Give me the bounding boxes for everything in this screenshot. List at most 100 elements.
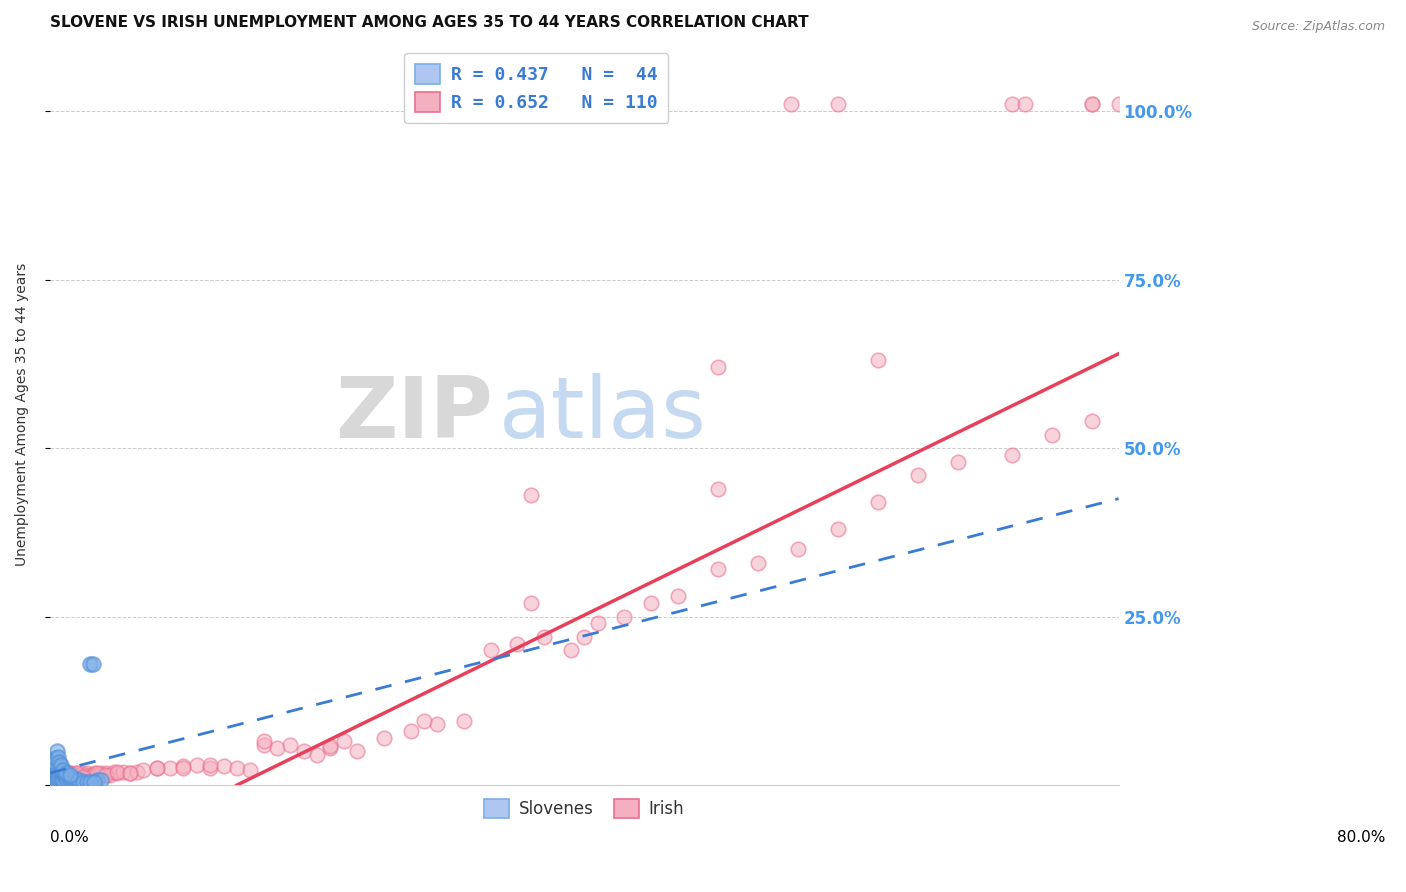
Point [91,768,114,782]
Point [53,766,76,780]
Point [59,772,82,787]
Legend: Slovenes, Irish: Slovenes, Irish [477,792,692,825]
Point [49,766,72,780]
Point [186,757,208,772]
Point [868,353,890,368]
Point [533,630,555,644]
Point [56,770,79,784]
Point [105,766,128,780]
Point [46,768,69,782]
Point [45,766,67,780]
Point [44,770,66,784]
Point [52,772,75,787]
Point [44,768,66,782]
Point [63,768,86,782]
Point [426,717,449,731]
Point [225,761,247,775]
Point [45,772,67,787]
Point [45,772,67,787]
Point [118,766,141,780]
Point [48,764,70,779]
Point [574,630,596,644]
Point [65,772,87,787]
Point [66,768,89,782]
Point [787,542,810,557]
Point [55,768,77,782]
Point [52,770,75,784]
Point [60,772,83,786]
Point [45,768,67,782]
Point [49,772,72,786]
Point [83,774,105,789]
Point [94,766,117,780]
Text: atlas: atlas [499,373,707,456]
Point [49,766,72,780]
Point [77,768,100,782]
Point [46,766,69,780]
Point [41,772,63,786]
Point [278,738,301,752]
Point [63,766,86,780]
Point [45,761,67,775]
Point [59,768,82,782]
Point [44,751,66,765]
Text: 0.0%: 0.0% [49,830,89,845]
Point [82,768,104,782]
Point [48,757,70,772]
Point [75,770,97,784]
Point [159,761,181,775]
Point [1001,97,1024,112]
Point [86,766,108,780]
Point [907,468,929,483]
Point [266,741,288,756]
Point [44,770,66,784]
Point [586,616,609,631]
Point [67,770,90,784]
Point [780,97,803,112]
Point [412,714,434,728]
Point [252,734,274,748]
Point [46,749,69,764]
Point [48,770,70,784]
Point [44,764,66,779]
Point [41,772,63,786]
Point [827,522,849,536]
Point [640,596,662,610]
Point [58,768,80,782]
Point [49,768,72,782]
Point [73,768,96,782]
Point [48,770,70,784]
Point [55,772,77,786]
Point [58,770,80,784]
Text: SLOVENE VS IRISH UNEMPLOYMENT AMONG AGES 35 TO 44 YEARS CORRELATION CHART: SLOVENE VS IRISH UNEMPLOYMENT AMONG AGES… [49,15,808,30]
Point [51,764,73,779]
Point [252,738,274,752]
Point [46,764,69,778]
Point [52,766,75,780]
Point [707,360,730,375]
Point [60,770,83,784]
Point [69,768,91,782]
Point [1014,97,1036,112]
Point [1081,97,1104,112]
Point [827,97,849,112]
Point [63,770,86,784]
Point [62,768,84,782]
Point [90,766,112,780]
Point [479,643,502,657]
Point [55,766,77,780]
Point [87,768,110,782]
Point [79,770,101,784]
Point [707,482,730,496]
Point [67,772,90,787]
Point [86,772,108,787]
Point [118,766,141,780]
Point [44,772,66,786]
Point [79,774,101,789]
Point [51,770,73,784]
Point [82,657,104,671]
Text: 80.0%: 80.0% [1337,830,1386,845]
Point [319,741,342,756]
Point [84,766,107,780]
Point [42,768,65,782]
